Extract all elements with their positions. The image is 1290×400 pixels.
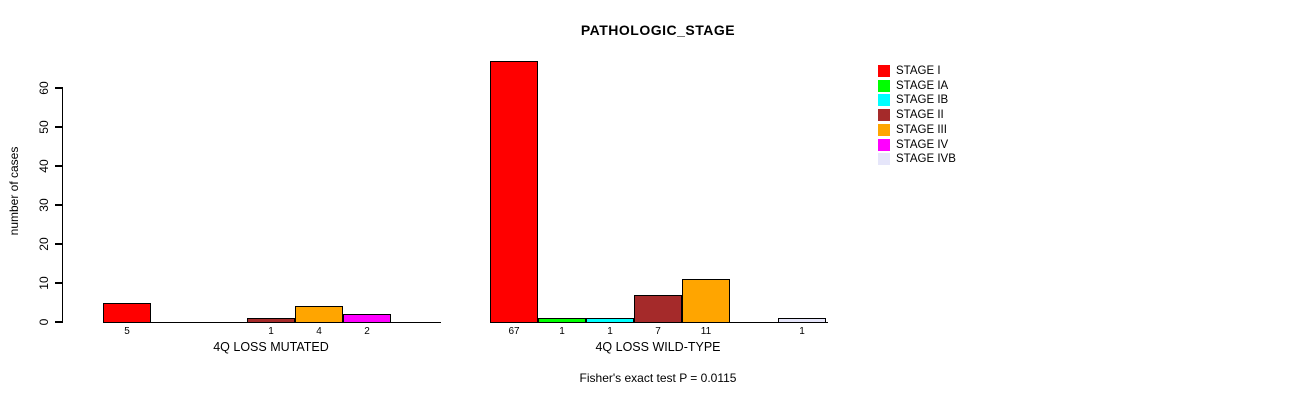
- bar: [538, 318, 586, 323]
- fisher-test-caption: Fisher's exact test P = 0.0115: [579, 371, 737, 385]
- y-tick-label: 0: [37, 318, 51, 326]
- y-tick: [55, 165, 63, 167]
- legend-label: STAGE IVB: [896, 153, 956, 166]
- bar-value-label: 2: [364, 326, 370, 337]
- y-tick: [55, 126, 63, 128]
- legend-swatch: [878, 123, 890, 136]
- bar-value-label: 67: [508, 326, 520, 337]
- legend-swatch: [878, 138, 890, 151]
- legend-label: STAGE I: [896, 65, 941, 77]
- bar: [295, 306, 343, 323]
- legend-swatch: [878, 94, 890, 107]
- bar: [634, 294, 682, 323]
- legend-swatch: [878, 153, 890, 166]
- y-tick-label: 40: [37, 159, 51, 173]
- legend-label: STAGE IV: [896, 138, 949, 151]
- legend-label: STAGE III: [896, 123, 947, 136]
- y-tick: [55, 243, 63, 245]
- y-tick-label: 20: [37, 237, 51, 251]
- y-tick-label: 30: [37, 198, 51, 212]
- group-label: 4Q LOSS MUTATED: [213, 340, 329, 354]
- y-tick: [55, 87, 63, 89]
- y-tick-label: 10: [37, 276, 51, 290]
- bar-value-label: 1: [799, 326, 805, 337]
- bar-value-label: 1: [559, 326, 565, 337]
- chart-title: PATHOLOGIC_STAGE: [580, 22, 736, 38]
- legend-swatch: [878, 79, 890, 92]
- y-tick: [55, 282, 63, 284]
- y-tick-label: 60: [37, 81, 51, 95]
- bar: [778, 318, 826, 323]
- y-tick: [55, 204, 63, 206]
- legend-label: STAGE IB: [896, 94, 949, 107]
- y-tick-label: 50: [37, 120, 51, 134]
- bar-value-label: 1: [268, 326, 274, 337]
- y-tick: [55, 321, 63, 323]
- bar: [682, 279, 730, 323]
- bar-value-label: 1: [607, 326, 613, 337]
- y-axis-label: number of cases: [7, 146, 21, 236]
- bar-value-label: 11: [700, 326, 712, 337]
- bar: [343, 314, 391, 323]
- bar-value-label: 5: [124, 326, 130, 337]
- group-label: 4Q LOSS WILD-TYPE: [595, 340, 721, 354]
- bar: [586, 318, 634, 323]
- bar-value-label: 4: [316, 326, 322, 337]
- bar-value-label: 7: [655, 326, 661, 337]
- bar: [247, 318, 295, 323]
- legend-swatch: [878, 65, 890, 77]
- bar: [490, 60, 538, 323]
- legend-swatch: [878, 109, 890, 122]
- bar: [103, 302, 151, 323]
- legend-label: STAGE IA: [896, 79, 949, 92]
- legend-label: STAGE II: [896, 109, 944, 122]
